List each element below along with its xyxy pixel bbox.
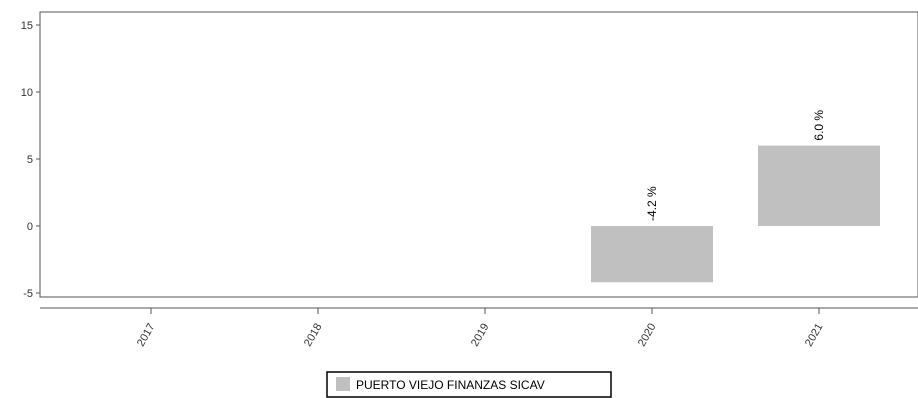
x-tick-label: 2020 [636,322,659,349]
bar-data-label: -4.2 % [645,186,659,221]
bar-data-label: 6.0 % [812,110,826,141]
x-tick-label: 2017 [135,322,158,349]
x-tick-label: 2019 [469,322,492,349]
y-tick-label: 15 [21,20,33,32]
legend: PUERTO VIEJO FINANZAS SICAV [326,371,612,398]
x-axis: 2017 2018 2019 2020 2021 [135,308,826,349]
bar-series [591,145,880,283]
y-axis: -5 0 5 10 15 [21,20,40,300]
legend-label: PUERTO VIEJO FINANZAS SICAV [356,378,545,392]
legend-swatch [336,377,350,391]
y-tick-label: 5 [27,154,33,166]
data-labels: -4.2 % 6.0 % [645,110,826,221]
y-tick-label: 10 [21,87,33,99]
bar [758,145,880,226]
y-tick-label: 0 [27,221,33,233]
x-tick-label: 2018 [302,322,325,349]
y-tick-label: -5 [23,288,33,300]
bar [591,226,713,283]
legend-box [326,371,612,398]
x-tick-label: 2021 [803,322,826,349]
